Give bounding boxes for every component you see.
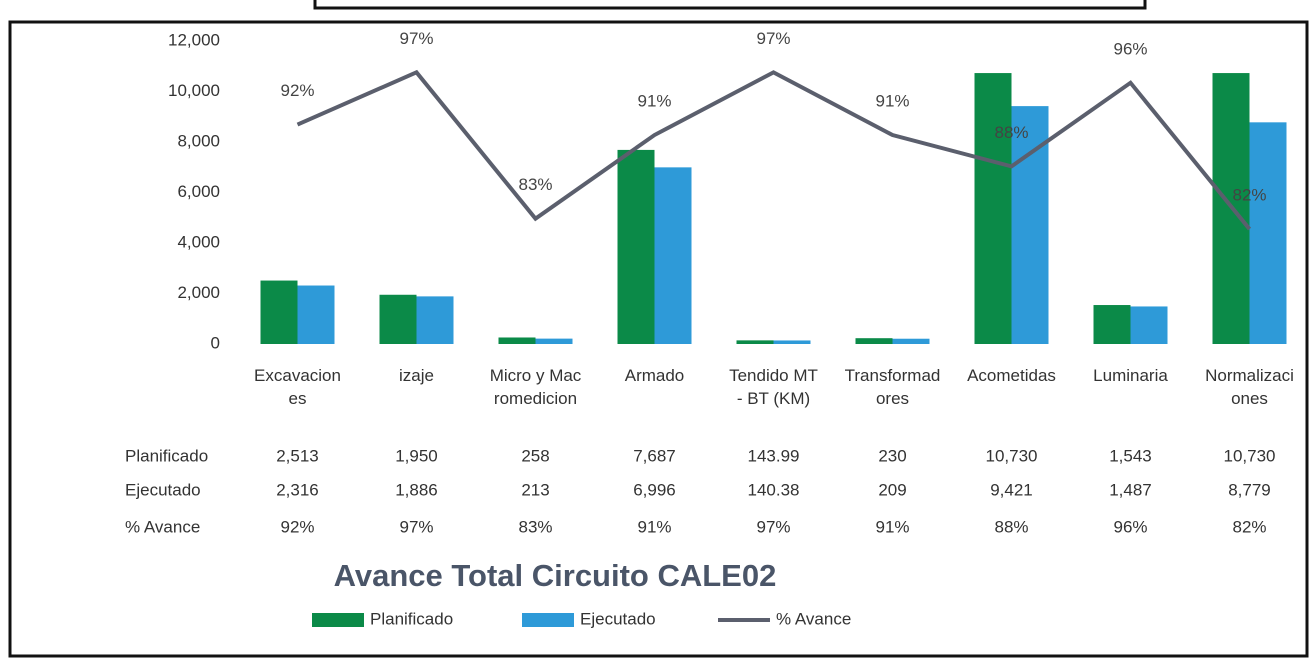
table-cell: 92% (280, 517, 314, 536)
table-cell: 96% (1113, 517, 1147, 536)
table-cell: 2,316 (276, 480, 319, 499)
data-label: 82% (1232, 186, 1266, 205)
data-label: 96% (1113, 39, 1147, 58)
bar (379, 294, 417, 344)
x-tick-label: Tendido MT - BT (KM) (729, 366, 818, 408)
legend-swatch (312, 613, 364, 627)
bar (535, 338, 573, 344)
table-cell: 1,487 (1109, 480, 1152, 499)
table-row-label: Ejecutado (125, 480, 201, 499)
bar (617, 149, 655, 344)
data-label: 92% (280, 81, 314, 100)
table-row-label: % Avance (125, 517, 200, 536)
bar (855, 338, 893, 344)
bar (416, 296, 454, 344)
x-tick-label: Armado (624, 366, 685, 385)
table-cell: 1,543 (1109, 446, 1152, 465)
bar (736, 340, 774, 344)
table-cell: 7,687 (633, 446, 676, 465)
bar (654, 167, 692, 344)
bar (1130, 306, 1168, 344)
table-cell: 140.38 (748, 480, 800, 499)
table-cell: 9,421 (990, 480, 1033, 499)
table-cell: 6,996 (633, 480, 676, 499)
table-cell: 8,779 (1228, 480, 1271, 499)
bar (974, 73, 1012, 344)
table-cell: 209 (878, 480, 906, 499)
y-tick-label: 4,000 (177, 232, 220, 251)
table-cell: 2,513 (276, 446, 319, 465)
table-cell: 88% (994, 517, 1028, 536)
table-cell: 83% (518, 517, 552, 536)
x-tick-label: Transformadores (844, 366, 941, 408)
x-tick-label: Normalizaciones (1205, 366, 1294, 408)
table-cell: 10,730 (986, 446, 1038, 465)
top-frame (313, 0, 1147, 10)
y-tick-label: 12,000 (168, 30, 220, 49)
table-cell: 97% (399, 517, 433, 536)
table-cell: 1,886 (395, 480, 438, 499)
y-tick-label: 8,000 (177, 131, 220, 150)
table-cell: 10,730 (1224, 446, 1276, 465)
table-cell: 230 (878, 446, 906, 465)
table-cell: 82% (1232, 517, 1266, 536)
table-cell: 91% (875, 517, 909, 536)
table-cell: 91% (637, 517, 671, 536)
bar (297, 285, 335, 344)
legend-label: % Avance (776, 609, 851, 628)
x-tick-label: Micro y Macromedicion (489, 366, 582, 408)
bar (892, 338, 930, 344)
legend-label: Planificado (370, 609, 453, 628)
table-cell: 143.99 (748, 446, 800, 465)
x-tick-label: Luminaria (1093, 366, 1168, 385)
data-label: 88% (994, 123, 1028, 142)
y-tick-label: 10,000 (168, 81, 220, 100)
table-cell: 258 (521, 446, 549, 465)
legend-swatch (522, 613, 574, 627)
bar (773, 340, 811, 344)
data-label: 91% (875, 92, 909, 111)
bar (1093, 305, 1131, 344)
y-tick-label: 2,000 (177, 283, 220, 302)
frame (8, 20, 1309, 658)
x-tick-label: izaje (399, 366, 434, 385)
x-tick-label: Excavaciones (254, 366, 341, 408)
chart-title: Avance Total Circuito CALE02 (334, 558, 777, 593)
legend-label: Ejecutado (580, 609, 656, 628)
data-label: 97% (756, 29, 790, 48)
bar (1249, 122, 1287, 344)
data-label: 97% (399, 29, 433, 48)
y-tick-label: 6,000 (177, 182, 220, 201)
bar (260, 280, 298, 344)
table-row-label: Planificado (125, 446, 208, 465)
line (296, 69, 1252, 231)
table-cell: 97% (756, 517, 790, 536)
data-label: 91% (637, 92, 671, 111)
bar (498, 337, 536, 344)
data-label: 83% (518, 175, 552, 194)
table-cell: 213 (521, 480, 549, 499)
x-tick-label: Acometidas (967, 366, 1056, 385)
table-cell: 1,950 (395, 446, 438, 465)
y-tick-label: 0 (211, 333, 220, 352)
